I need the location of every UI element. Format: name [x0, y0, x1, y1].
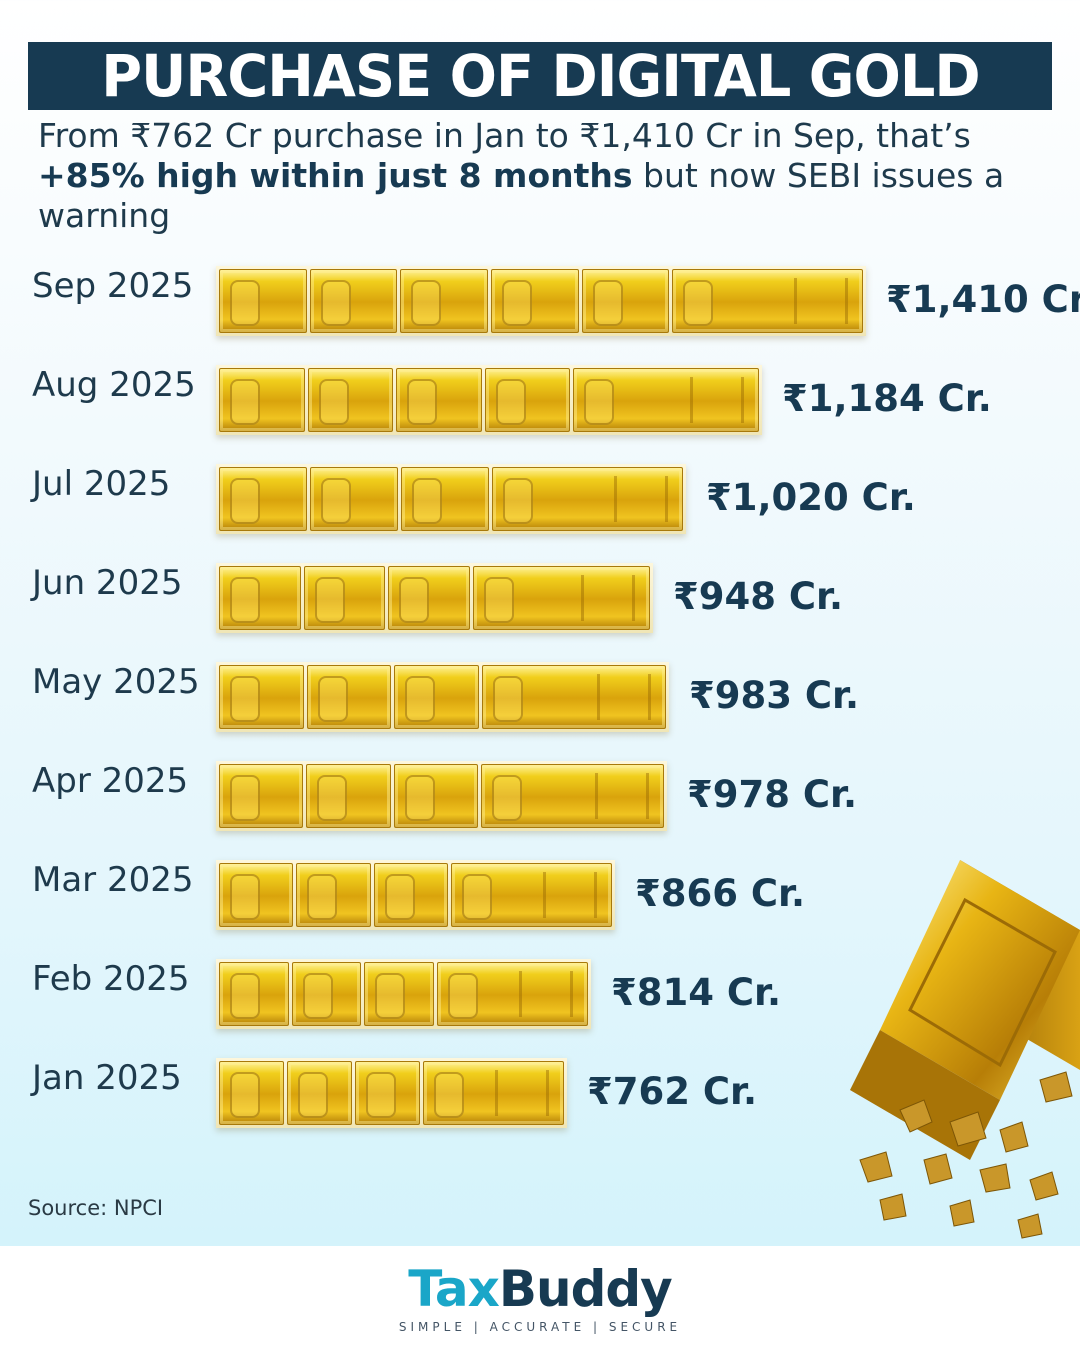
- gold-bar: [216, 1058, 567, 1128]
- month-label: Aug 2025: [32, 365, 196, 405]
- gold-brick-icon: [491, 467, 684, 531]
- chart-row: Jan 2025 ₹762 Cr.: [0, 1042, 1080, 1141]
- gold-brick-icon: [364, 962, 435, 1026]
- subtitle: From ₹762 Cr purchase in Jan to ₹1,410 C…: [38, 116, 1038, 236]
- gold-brick-icon: [306, 665, 392, 729]
- gold-brick-icon: [484, 368, 571, 432]
- gold-brick-icon: [306, 764, 391, 828]
- gold-bar: [216, 761, 667, 831]
- gold-brick-icon: [355, 1061, 421, 1125]
- title-band: PURCHASE OF DIGITAL GOLD: [28, 42, 1052, 110]
- chart-row: Sep 2025 ₹1,410 Cr.: [0, 250, 1080, 349]
- gold-bar: [216, 662, 669, 732]
- gold-bar: [216, 464, 686, 534]
- month-label: Sep 2025: [32, 266, 194, 306]
- logo-part-tax: Tax: [408, 1260, 500, 1318]
- gold-bar: [216, 563, 653, 633]
- value-label: ₹978 Cr.: [687, 773, 858, 816]
- gold-brick-icon: [291, 962, 362, 1026]
- gold-brick-icon: [437, 962, 588, 1026]
- month-label: Feb 2025: [32, 959, 190, 999]
- gold-bar-with-nuggets-icon: [850, 860, 1080, 1239]
- month-label: Jun 2025: [32, 563, 183, 603]
- value-label: ₹983 Cr.: [689, 674, 860, 717]
- gold-brick-icon: [393, 764, 478, 828]
- month-label: Mar 2025: [32, 860, 194, 900]
- gold-brick-icon: [672, 269, 863, 333]
- value-label: ₹762 Cr.: [587, 1070, 758, 1113]
- month-label: Jul 2025: [32, 464, 171, 504]
- chart-row: Jul 2025 ₹1,020 Cr.: [0, 448, 1080, 547]
- footer: TaxBuddy SIMPLE | ACCURATE | SECURE: [0, 1246, 1080, 1350]
- chart-row: Aug 2025 ₹1,184 Cr.: [0, 349, 1080, 448]
- gold-brick-icon: [219, 962, 289, 1026]
- value-label: ₹1,020 Cr.: [706, 476, 916, 519]
- gold-brick-icon: [303, 566, 386, 630]
- logo-part-buddy: Buddy: [498, 1260, 673, 1318]
- gold-brick-icon: [296, 863, 371, 927]
- gold-brick-icon: [423, 1061, 564, 1125]
- gold-bar: [216, 860, 615, 930]
- gold-brick-icon: [480, 764, 665, 828]
- chart-row: Jun 2025 ₹948 Cr.: [0, 547, 1080, 646]
- gold-bar: [216, 266, 866, 336]
- gold-bar: [216, 959, 591, 1029]
- gold-brick-icon: [491, 269, 579, 333]
- brand-tagline: SIMPLE | ACCURATE | SECURE: [398, 1320, 682, 1334]
- page-title: PURCHASE OF DIGITAL GOLD: [100, 42, 980, 110]
- brand-logo: TaxBuddy: [0, 1260, 1080, 1318]
- gold-brick-icon: [388, 566, 470, 630]
- gold-brick-icon: [219, 566, 301, 630]
- gold-brick-icon: [581, 269, 670, 333]
- gold-brick-icon: [373, 863, 448, 927]
- gold-brick-icon: [400, 269, 489, 333]
- value-label: ₹1,410 Cr.: [886, 278, 1080, 321]
- gold-brick-icon: [400, 467, 489, 531]
- gold-brick-icon: [472, 566, 650, 630]
- gold-brick-icon: [287, 1061, 353, 1125]
- gold-brick-icon: [219, 665, 304, 729]
- value-label: ₹866 Cr.: [635, 872, 806, 915]
- chart-row: Apr 2025 ₹978 Cr.: [0, 745, 1080, 844]
- gold-brick-icon: [219, 764, 304, 828]
- gold-brick-icon: [309, 269, 398, 333]
- gold-brick-icon: [219, 368, 305, 432]
- gold-brick-icon: [394, 665, 480, 729]
- gold-brick-icon: [219, 863, 294, 927]
- gold-brick-icon: [396, 368, 482, 432]
- month-label: May 2025: [32, 662, 200, 702]
- gold-purchase-chart: Sep 2025 ₹1,410 Cr. Aug 2025 ₹1,184 Cr. Jul …: [0, 250, 1080, 1140]
- month-label: Apr 2025: [32, 761, 189, 801]
- month-label: Jan 2025: [32, 1058, 182, 1098]
- chart-row: May 2025 ₹983 Cr.: [0, 646, 1080, 745]
- gold-brick-icon: [219, 1061, 285, 1125]
- gold-brick-icon: [219, 467, 307, 531]
- gold-brick-icon: [219, 269, 307, 333]
- gold-brick-icon: [309, 467, 398, 531]
- gold-brick-icon: [450, 863, 613, 927]
- subtitle-text-start: From ₹762 Cr purchase in Jan to ₹1,410 C…: [38, 116, 971, 155]
- subtitle-text-end: but now SEBI issues a warning: [38, 156, 1005, 235]
- value-label: ₹948 Cr.: [673, 575, 844, 618]
- gold-brick-icon: [573, 368, 759, 432]
- chart-row: Mar 2025 ₹866 Cr.: [0, 844, 1080, 943]
- source-note: Source: NPCI: [28, 1196, 164, 1220]
- chart-row: Feb 2025 ₹814 Cr.: [0, 943, 1080, 1042]
- gold-bar: [216, 365, 762, 435]
- value-label: ₹1,184 Cr.: [782, 377, 992, 420]
- value-label: ₹814 Cr.: [611, 971, 782, 1014]
- gold-brick-icon: [482, 665, 666, 729]
- subtitle-highlight: +85% high within just 8 months: [38, 156, 633, 195]
- gold-brick-icon: [307, 368, 394, 432]
